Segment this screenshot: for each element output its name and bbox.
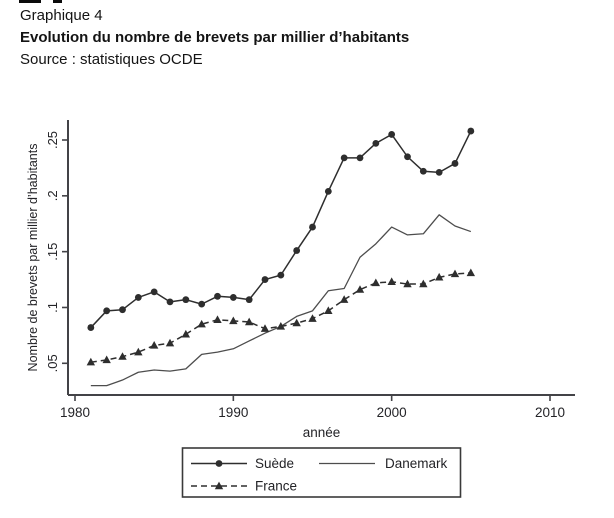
data-point-france bbox=[355, 285, 365, 293]
data-point-suede bbox=[372, 139, 380, 147]
data-point-suede bbox=[388, 131, 396, 138]
data-point-france bbox=[213, 315, 222, 323]
data-point-suede bbox=[293, 247, 301, 254]
figure-source: Source : statistiques OCDE bbox=[20, 51, 203, 68]
legend-marker-suede bbox=[215, 460, 223, 467]
data-point-suede bbox=[134, 294, 142, 301]
legend-label-suede: Suède bbox=[255, 456, 294, 471]
data-point-france bbox=[134, 347, 143, 356]
data-point-suede bbox=[166, 298, 174, 306]
data-point-suede bbox=[182, 296, 190, 304]
scan-artifact bbox=[19, 0, 41, 3]
data-point-france bbox=[102, 355, 111, 364]
series-france bbox=[86, 268, 476, 366]
data-point-france bbox=[450, 269, 460, 278]
data-point-suede bbox=[103, 307, 111, 315]
data-point-france bbox=[86, 357, 96, 366]
data-point-suede bbox=[150, 288, 158, 296]
scan-artifact bbox=[53, 0, 62, 3]
data-point-suede bbox=[261, 276, 269, 283]
series-suede bbox=[87, 127, 475, 331]
data-point-france bbox=[292, 318, 301, 327]
figure-title: Evolution du nombre de brevets par milli… bbox=[20, 29, 410, 46]
x-tick-label: 2010 bbox=[535, 405, 565, 420]
legend-box bbox=[181, 447, 462, 498]
data-point-suede bbox=[119, 306, 126, 314]
data-point-suede bbox=[419, 167, 427, 175]
y-tick-label: .1 bbox=[45, 302, 60, 313]
data-point-france bbox=[244, 317, 254, 326]
data-point-france bbox=[229, 316, 238, 325]
y-tick-label: .2 bbox=[45, 190, 60, 201]
y-tick-label: .05 bbox=[45, 354, 60, 372]
y-axis-title: Nombre de brevets par millier d’habitant… bbox=[26, 144, 40, 372]
data-point-suede bbox=[356, 154, 364, 162]
data-point-france bbox=[403, 279, 412, 288]
legend: Suède Danemark France bbox=[181, 447, 462, 498]
data-point-suede bbox=[277, 271, 285, 279]
data-point-suede bbox=[87, 324, 95, 331]
data-point-france bbox=[149, 341, 159, 349]
y-tick-label: .25 bbox=[45, 131, 60, 149]
series-danemark bbox=[90, 214, 472, 387]
data-point-suede bbox=[324, 187, 332, 195]
series-line-danemark bbox=[90, 214, 472, 387]
data-point-france bbox=[308, 314, 317, 322]
series-line-france bbox=[90, 272, 471, 363]
data-point-suede bbox=[198, 300, 206, 308]
x-tick-label: 1990 bbox=[218, 405, 248, 420]
data-point-france bbox=[466, 268, 476, 277]
legend-marker-france bbox=[214, 481, 224, 490]
data-point-suede bbox=[451, 160, 459, 167]
data-point-suede bbox=[214, 292, 221, 300]
data-point-france bbox=[419, 279, 428, 288]
figure-label: Graphique 4 bbox=[20, 7, 103, 24]
data-point-france bbox=[387, 277, 396, 285]
series-line-suede bbox=[90, 130, 472, 329]
figure-header: Graphique 4 Evolution du nombre de breve… bbox=[20, 5, 409, 71]
data-point-suede bbox=[309, 223, 316, 231]
data-point-france bbox=[276, 322, 286, 330]
legend-label-france: France bbox=[255, 479, 297, 494]
data-point-suede bbox=[467, 127, 475, 135]
data-point-france bbox=[197, 319, 206, 328]
legend-label-danemark: Danemark bbox=[385, 456, 448, 471]
x-tick-label: 1980 bbox=[60, 405, 90, 420]
data-point-suede bbox=[435, 168, 443, 176]
x-axis-title: année bbox=[303, 425, 341, 440]
data-point-france bbox=[324, 306, 333, 315]
data-point-france bbox=[118, 352, 127, 360]
x-tick-label: 2000 bbox=[377, 405, 407, 420]
data-point-france bbox=[260, 324, 270, 332]
data-point-france bbox=[339, 295, 349, 303]
data-point-suede bbox=[340, 154, 348, 162]
data-point-france bbox=[371, 278, 381, 287]
data-point-suede bbox=[229, 294, 237, 301]
data-point-suede bbox=[404, 153, 411, 161]
data-point-suede bbox=[245, 296, 253, 304]
y-tick-label: .15 bbox=[45, 243, 60, 261]
data-point-france bbox=[165, 338, 175, 347]
data-point-france bbox=[181, 329, 191, 338]
data-point-france bbox=[434, 272, 444, 281]
